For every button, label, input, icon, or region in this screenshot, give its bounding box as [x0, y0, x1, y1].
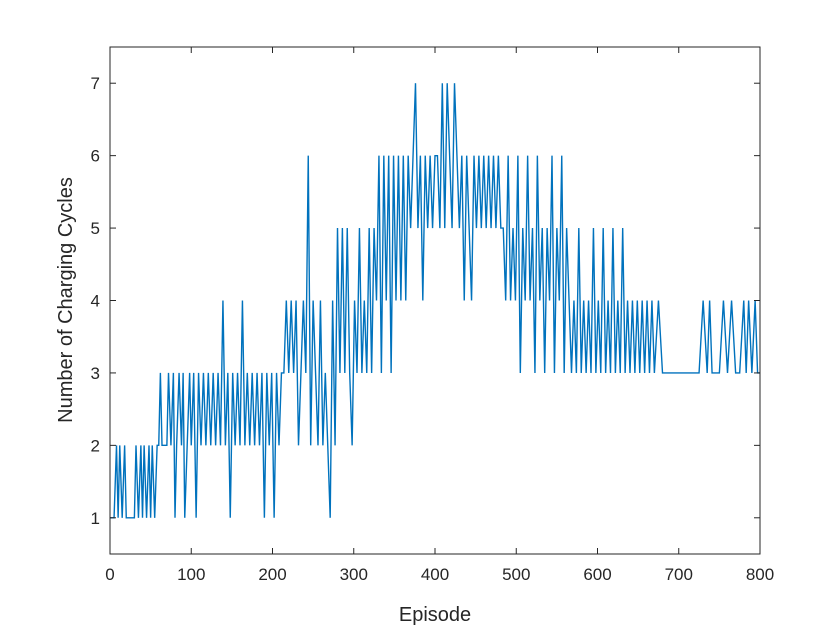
x-axis: 0 100 200 300 400 500 600 700 800: [105, 47, 774, 584]
x-tick-label: 500: [502, 565, 530, 584]
y-axis: 1 2 3 4 5 6 7: [91, 74, 760, 528]
y-tick-label: 7: [91, 74, 100, 93]
x-tick-label: 0: [105, 565, 114, 584]
x-axis-title: Episode: [399, 604, 471, 626]
x-tick-label: 400: [421, 565, 449, 584]
series-layer: [110, 83, 760, 519]
series-line-1: [110, 83, 760, 519]
y-tick-label: 4: [91, 292, 100, 311]
y-tick-label: 1: [91, 509, 100, 528]
x-tick-label: 200: [258, 565, 286, 584]
y-tick-label: 5: [91, 219, 100, 238]
y-axis-title: Number of Charging Cycles: [55, 177, 77, 423]
x-tick-label: 600: [583, 565, 611, 584]
x-tick-label: 100: [177, 565, 205, 584]
y-tick-label: 6: [91, 147, 100, 166]
y-tick-label: 2: [91, 436, 100, 455]
x-tick-label: 700: [665, 565, 693, 584]
plot-area: [110, 47, 760, 554]
x-tick-label: 800: [746, 565, 774, 584]
x-tick-label: 300: [340, 565, 368, 584]
y-tick-label: 3: [91, 364, 100, 383]
